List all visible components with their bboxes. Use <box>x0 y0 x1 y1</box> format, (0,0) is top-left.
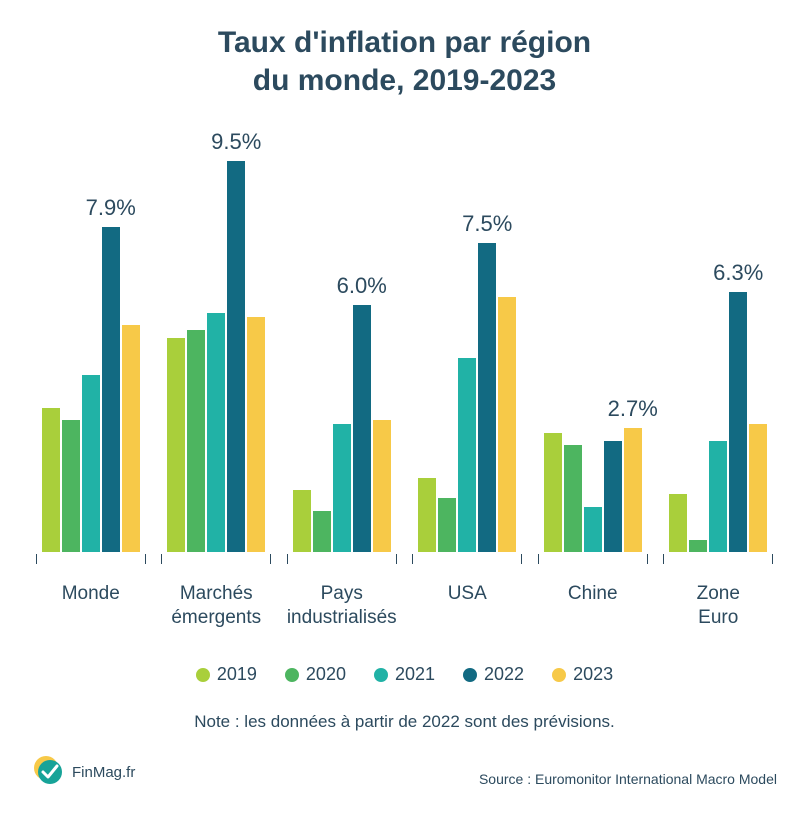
axis-tick <box>663 554 664 564</box>
title-line-1: Taux d'inflation par région <box>218 26 591 59</box>
legend-label: 2023 <box>573 664 613 685</box>
peak-value-label: 6.3% <box>713 260 763 286</box>
legend-label: 2019 <box>217 664 257 685</box>
axis-tick <box>538 554 539 564</box>
finmag-logo-icon <box>32 754 64 791</box>
category-label: Monde <box>62 582 120 606</box>
axis-tick <box>161 554 162 564</box>
legend-swatch-icon <box>374 668 388 682</box>
legend-swatch-icon <box>285 668 299 682</box>
brand-logo: FinMag.fr <box>32 754 135 791</box>
peak-value-label: 7.5% <box>462 211 512 237</box>
bar <box>373 420 391 552</box>
bar <box>438 498 456 552</box>
axis-tick <box>270 554 271 564</box>
bar <box>544 433 562 552</box>
bar-group: 7.5% <box>405 140 531 570</box>
legend-item: 2022 <box>463 664 524 685</box>
bar <box>62 420 80 552</box>
bar-cluster <box>530 140 656 552</box>
peak-value-label: 6.0% <box>337 273 387 299</box>
legend-label: 2021 <box>395 664 435 685</box>
axis-tick <box>145 554 146 564</box>
bar <box>333 424 351 552</box>
bar <box>247 317 265 552</box>
bar <box>669 494 687 552</box>
bar <box>604 441 622 552</box>
category-label: Chine <box>568 582 618 606</box>
bar <box>564 445 582 552</box>
bar-group: 2.7% <box>530 140 656 570</box>
bar <box>418 478 436 552</box>
axis-tick <box>36 554 37 564</box>
title-line-2: du monde, 2019-2023 <box>253 64 556 97</box>
legend-label: 2020 <box>306 664 346 685</box>
bar-cluster <box>656 140 782 552</box>
legend-item: 2023 <box>552 664 613 685</box>
axis-tick <box>521 554 522 564</box>
chart-plot-area: 7.9% 9.5% 6.0% 7.5% 2.7% 6.3% <box>28 140 781 570</box>
legend-item: 2020 <box>285 664 346 685</box>
bar-cluster <box>279 140 405 552</box>
bar <box>102 227 120 552</box>
category-label: Pays industrialisés <box>287 582 397 630</box>
bar <box>498 297 516 552</box>
chart-container: Taux d'inflation par région du monde, 20… <box>0 0 809 825</box>
axis-tick <box>412 554 413 564</box>
bar <box>293 490 311 552</box>
legend-swatch-icon <box>196 668 210 682</box>
category-label: Marchés émergents <box>171 582 261 630</box>
bar-group: 6.3% <box>656 140 782 570</box>
chart-title: Taux d'inflation par région du monde, 20… <box>0 0 809 99</box>
bar <box>624 428 642 552</box>
category-label: USA <box>448 582 487 606</box>
bar-group: 9.5% <box>154 140 280 570</box>
peak-value-label: 7.9% <box>86 195 136 221</box>
legend-swatch-icon <box>552 668 566 682</box>
peak-value-label: 9.5% <box>211 129 261 155</box>
category-label: Zone Euro <box>697 582 740 630</box>
bar <box>689 540 707 552</box>
bar-cluster <box>405 140 531 552</box>
legend-item: 2021 <box>374 664 435 685</box>
bar <box>353 305 371 552</box>
bar <box>207 313 225 552</box>
legend-item: 2019 <box>196 664 257 685</box>
bar-group: 7.9% <box>28 140 154 570</box>
bar <box>167 338 185 552</box>
forecast-note: Note : les données à partir de 2022 sont… <box>0 712 809 732</box>
bar-group: 6.0% <box>279 140 405 570</box>
brand-name: FinMag.fr <box>72 764 135 781</box>
bar <box>122 325 140 552</box>
bar <box>458 358 476 552</box>
bar-cluster <box>154 140 280 552</box>
axis-tick <box>647 554 648 564</box>
bar <box>82 375 100 552</box>
bar <box>478 243 496 552</box>
bar <box>709 441 727 552</box>
source-citation: Source : Euromonitor International Macro… <box>479 771 777 787</box>
bar <box>42 408 60 552</box>
bar <box>749 424 767 552</box>
bar <box>187 330 205 552</box>
bar <box>584 507 602 552</box>
legend-swatch-icon <box>463 668 477 682</box>
axis-tick <box>396 554 397 564</box>
bar <box>729 292 747 552</box>
legend: 2019 2020 2021 2022 2023 <box>0 664 809 685</box>
axis-tick <box>287 554 288 564</box>
peak-value-label: 2.7% <box>608 396 658 422</box>
bar <box>313 511 331 552</box>
axis-tick <box>772 554 773 564</box>
bar <box>227 161 245 552</box>
legend-label: 2022 <box>484 664 524 685</box>
